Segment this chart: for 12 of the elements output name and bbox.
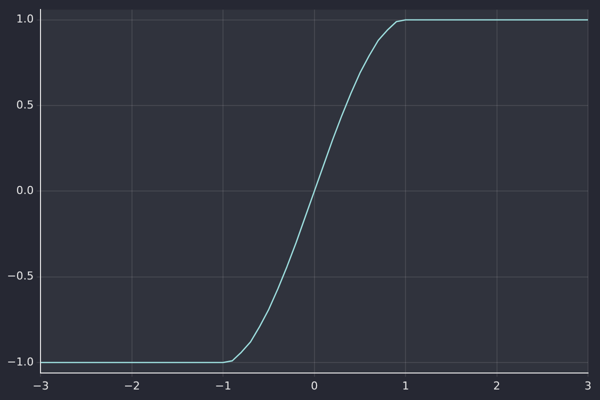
y-tick-label: 1.0 xyxy=(16,12,34,26)
y-tick-label: −1.0 xyxy=(6,355,34,368)
x-tick-label: −2 xyxy=(124,379,140,392)
y-tick-label: 0.0 xyxy=(16,184,34,198)
x-tick-label: −1 xyxy=(215,379,232,392)
y-tick-label: 0.5 xyxy=(16,98,34,112)
x-tick-label: 0 xyxy=(310,379,318,392)
x-tick-label: −3 xyxy=(32,379,49,392)
x-tick-label: 1 xyxy=(402,379,410,392)
y-tick-label: −0.5 xyxy=(6,270,34,283)
x-tick-label: 2 xyxy=(493,379,500,392)
x-tick-label: 3 xyxy=(584,379,592,392)
